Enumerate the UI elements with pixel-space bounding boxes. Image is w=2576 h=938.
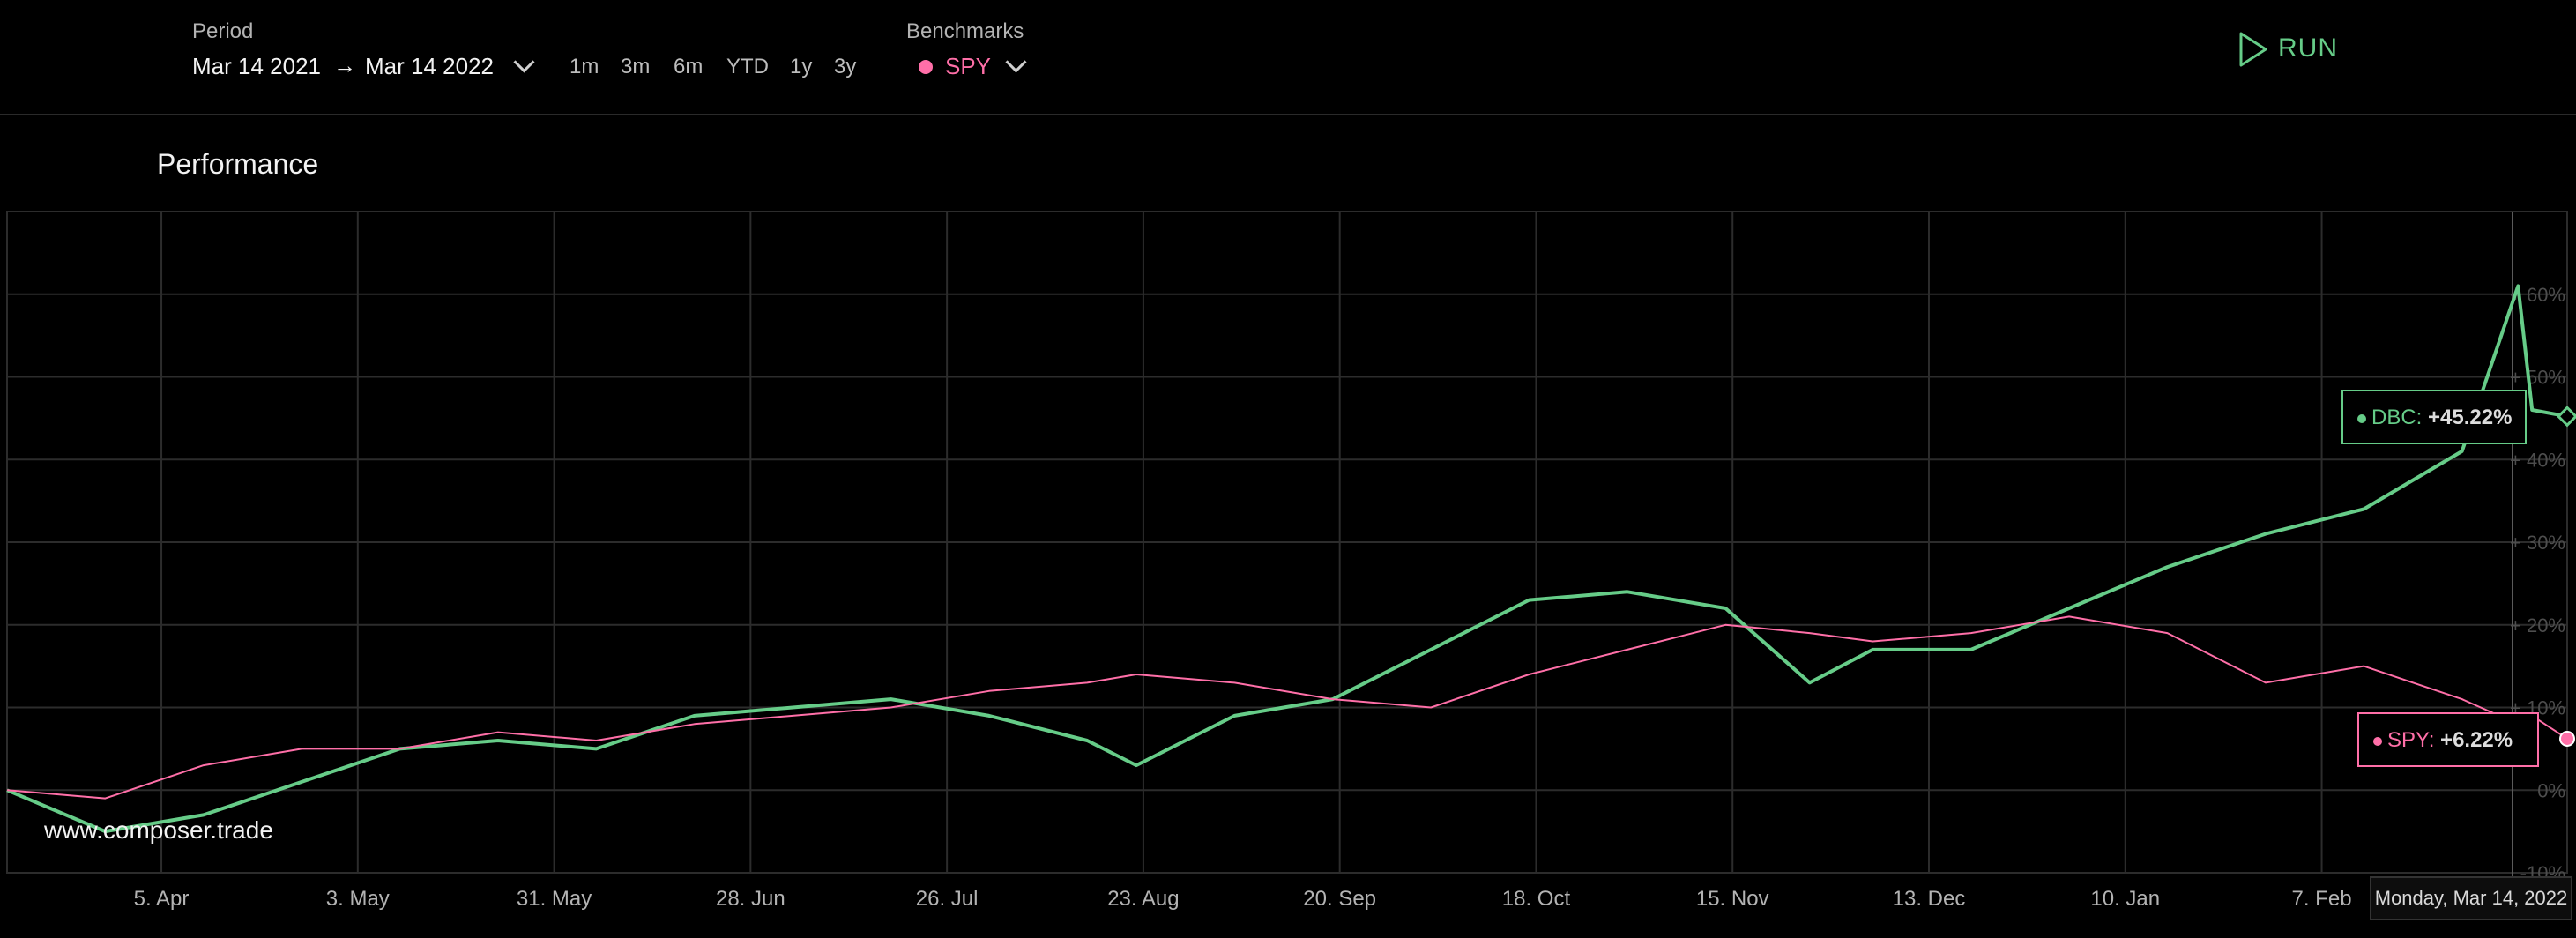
spy-tooltip-name: SPY [2387, 728, 2429, 752]
y-tick-label: + 30% [2510, 532, 2565, 554]
x-tick-label: 13. Dec [1893, 887, 1966, 911]
performance-chart[interactable]: -10%0%+ 10%+ 20%+ 30%+ 40%+ 50%+ 60% 5. … [0, 203, 2576, 938]
spy-tooltip-dot [2373, 737, 2382, 746]
range-1m-button[interactable]: 1m [570, 55, 599, 78]
benchmark-chevron-down-icon[interactable] [1005, 51, 1027, 73]
play-icon [2239, 32, 2267, 67]
end-date-picker[interactable]: Mar 14 2022 [365, 53, 494, 79]
x-tick-label: 7. Feb [2292, 887, 2352, 911]
dbc-value-tooltip: DBC: +45.22% [2341, 390, 2527, 444]
x-tick-label: 28. Jun [716, 887, 785, 911]
run-label: RUN [2278, 34, 2338, 63]
y-tick-label: + 50% [2510, 367, 2565, 389]
x-tick-label: 20. Sep [1303, 887, 1376, 911]
dbc-tooltip-name: DBC [2371, 406, 2416, 429]
x-tick-label: 31. May [517, 887, 592, 911]
panel-title: Performance [157, 148, 319, 180]
spy-end-marker [2559, 730, 2575, 747]
crosshair-date-label: Monday, Mar 14, 2022 [2370, 876, 2572, 920]
spy-legend-dot [919, 60, 933, 74]
arrow-right-icon: → [333, 52, 356, 78]
watermark: www.composer.trade [44, 816, 273, 844]
x-tick-label: 3. May [326, 887, 390, 911]
y-tick-label: 0% [2537, 779, 2565, 801]
start-date-picker[interactable]: Mar 14 2021 [192, 53, 321, 79]
x-tick-label: 26. Jul [916, 887, 979, 911]
range-6m-button[interactable]: 6m [674, 55, 704, 78]
range-1y-button[interactable]: 1y [790, 55, 813, 78]
dbc-end-marker [2556, 406, 2576, 428]
dbc-tooltip-value: +45.22% [2428, 406, 2513, 429]
series-line-dbc [6, 284, 2568, 834]
series-line-spy [6, 615, 2568, 800]
x-tick-label: 18. Oct [1502, 887, 1571, 911]
range-3y-button[interactable]: 3y [834, 55, 857, 78]
period-label: Period [192, 19, 254, 43]
x-tick-label: 23. Aug [1107, 887, 1179, 911]
x-tick-label: 15. Nov [1696, 887, 1769, 911]
benchmarks-label: Benchmarks [906, 19, 1024, 43]
range-3m-button[interactable]: 3m [621, 55, 651, 78]
x-tick-label: 10. Jan [2090, 887, 2160, 911]
y-tick-label: + 40% [2510, 449, 2565, 471]
range-ytd-button[interactable]: YTD [726, 55, 769, 78]
spy-value-tooltip: SPY: +6.22% [2357, 712, 2539, 767]
run-button[interactable]: RUN [2236, 26, 2341, 72]
toolbar: Period Mar 14 2021 → Mar 14 2022 1m 3m 6… [0, 0, 2576, 115]
period-chevron-down-icon[interactable] [513, 51, 535, 73]
dbc-tooltip-dot [2357, 414, 2366, 423]
x-tick-label: 5. Apr [134, 887, 190, 911]
spy-tooltip-value: +6.22% [2440, 728, 2513, 752]
benchmark-select[interactable]: SPY [945, 53, 992, 79]
y-tick-label: + 20% [2510, 614, 2565, 636]
